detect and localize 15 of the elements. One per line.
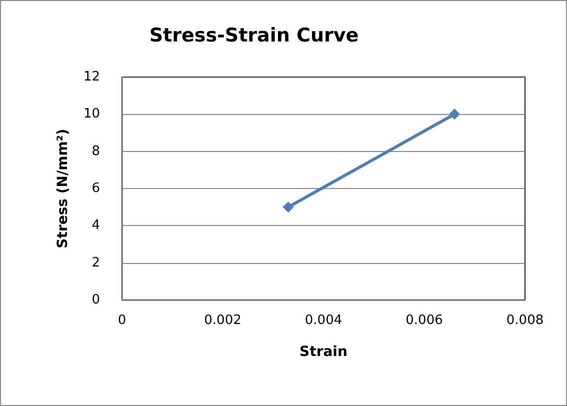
y-tick-label: 10 <box>83 106 100 122</box>
y-tick-label: 12 <box>83 70 100 84</box>
x-tick-label: 0 <box>118 313 126 328</box>
y-tick-label: 8 <box>92 144 100 159</box>
x-axis-title: Strain <box>300 344 348 360</box>
x-tick-label: 0.004 <box>304 313 342 328</box>
y-tick-label: 2 <box>92 255 100 270</box>
y-tick-label: 0 <box>92 292 100 308</box>
x-tick-label: 0.002 <box>204 313 242 328</box>
x-tick-label: 0.006 <box>406 313 443 328</box>
x-tick-label: 0.008 <box>506 313 544 328</box>
y-tick-label: 4 <box>92 218 100 234</box>
y-axis-title: Stress (N/mm²) <box>55 128 71 248</box>
y-tick-label: 6 <box>92 181 100 196</box>
chart-title: Stress-Strain Curve <box>149 24 359 46</box>
